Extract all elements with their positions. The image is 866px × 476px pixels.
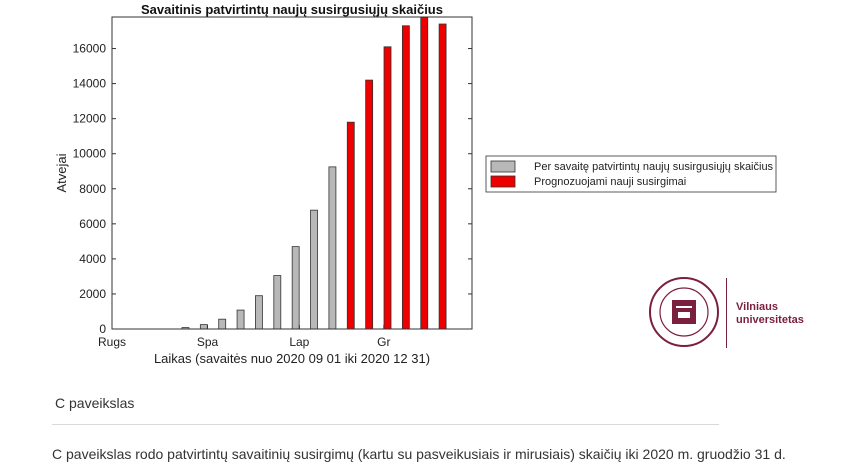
x-tick-label: Lap: [289, 335, 309, 349]
y-tick-label: 8000: [79, 182, 106, 196]
bar-forecast: [438, 23, 447, 330]
figure-caption: C paveikslas: [55, 395, 135, 411]
university-name-line1: Vilniaus: [736, 301, 778, 313]
y-tick-label: 0: [99, 322, 106, 336]
x-tick-label: Rugs: [98, 335, 126, 349]
y-tick-label: 4000: [79, 252, 106, 266]
bar-confirmed: [236, 309, 245, 330]
bar-forecast: [346, 121, 355, 330]
bar-confirmed: [218, 318, 227, 330]
bar-forecast: [383, 46, 392, 330]
university-logo: [648, 272, 818, 352]
y-tick-label: 10000: [73, 147, 107, 161]
chart: 0 2000 4000 6000 8000 10000 12000 14000 16000 Rug…: [54, 2, 777, 366]
university-name-line2: universitetas: [736, 314, 804, 326]
bar-forecast: [365, 79, 374, 330]
bar-confirmed: [273, 275, 282, 330]
bar-confirmed: [310, 209, 318, 330]
bar-forecast: [401, 25, 410, 330]
university-name[interactable]: Vilniaus universitetas: [736, 301, 804, 327]
x-tick-label: Spa: [197, 335, 219, 349]
y-tick-label: 2000: [79, 287, 106, 301]
x-axis-label: Laikas (savaitės nuo 2020 09 01 iki 2020…: [154, 351, 430, 366]
y-tick-label: 12000: [73, 112, 107, 126]
x-tick-label: Gr: [377, 335, 390, 349]
legend-box: [485, 155, 777, 193]
y-tick-label: 14000: [73, 77, 107, 91]
bar-confirmed: [199, 324, 208, 330]
legend-label: Prognozuojami nauji susirgimai: [534, 176, 686, 188]
plot-frame: [111, 16, 473, 330]
y-tick-label: 6000: [79, 217, 106, 231]
bar-confirmed: [255, 295, 263, 330]
chart-title: Savaitinis patvirtintų naujų susirgusiųj…: [141, 2, 443, 17]
bar-confirmed: [328, 166, 337, 330]
legend-swatch: [490, 160, 516, 173]
legend-label: Per savaitę patvirtintų naujų susirgusių…: [534, 161, 774, 173]
y-tick-label: 16000: [73, 42, 107, 56]
divider: [52, 424, 719, 425]
bar-confirmed: [291, 246, 300, 330]
legend-swatch: [490, 175, 516, 188]
bar-forecast: [420, 16, 429, 330]
logo-divider: [726, 278, 727, 348]
university-seal-icon: [649, 277, 719, 347]
body-paragraph: C paveikslas rodo patvirtintų savaitinių…: [52, 446, 786, 462]
y-axis-label: Atvejai: [54, 153, 69, 192]
